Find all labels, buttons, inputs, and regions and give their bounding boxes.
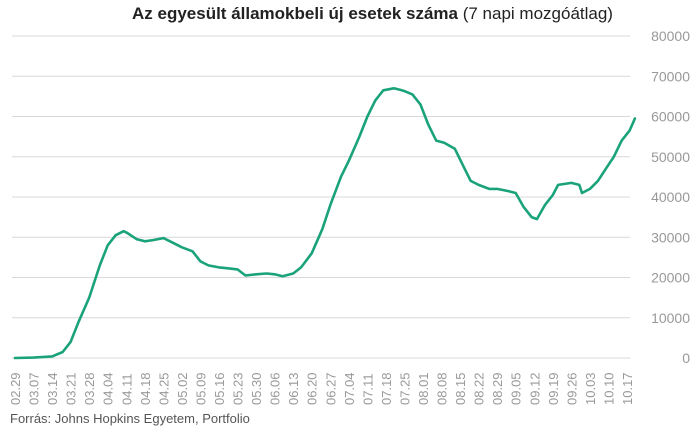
chart-title-suffix: (7 napi mozgóátlag) bbox=[462, 4, 613, 23]
source-note: Forrás: Johns Hopkins Egyetem, Portfolio bbox=[10, 411, 250, 426]
x-tick-label: 07.25 bbox=[397, 372, 412, 405]
x-tick-label: 06.13 bbox=[286, 372, 301, 405]
grid-lines bbox=[12, 35, 630, 359]
x-tick-label: 05.09 bbox=[193, 372, 208, 405]
x-tick-label: 07.11 bbox=[360, 373, 375, 405]
series-line bbox=[13, 87, 637, 360]
x-tick-label: 05.02 bbox=[175, 372, 190, 405]
x-tick-label: 04.04 bbox=[101, 372, 116, 405]
x-tick-label: 04.11 bbox=[119, 373, 134, 405]
y-tick-label: 60000 bbox=[651, 109, 690, 125]
x-tick-label: 09.12 bbox=[527, 372, 542, 405]
x-axis-ticks: 02.29 03.07 03.14 03.21 03.28 04.04 04.11 04.18… bbox=[8, 372, 635, 405]
x-tick-label: 03.21 bbox=[64, 372, 79, 405]
series-layer bbox=[13, 87, 637, 360]
x-tick-label: 05.16 bbox=[212, 372, 227, 405]
x-tick-label: 10.17 bbox=[620, 372, 635, 405]
x-tick-label: 04.18 bbox=[138, 372, 153, 405]
x-tick-label: 09.26 bbox=[564, 372, 579, 405]
x-tick-label: 10.03 bbox=[583, 372, 598, 405]
y-tick-label: 50000 bbox=[651, 149, 690, 165]
x-tick-label: 06.20 bbox=[305, 372, 320, 405]
x-tick-label: 09.05 bbox=[509, 372, 524, 405]
x-tick-label: 08.15 bbox=[453, 372, 468, 405]
x-tick-label: 06.27 bbox=[323, 372, 338, 405]
x-tick-label: 08.08 bbox=[435, 372, 450, 405]
x-tick-label: 03.07 bbox=[27, 372, 42, 405]
y-tick-label: 20000 bbox=[651, 270, 690, 286]
y-axis-ticks: 0 10000 20000 30000 40000 50000 60000 70000 8000… bbox=[651, 28, 690, 366]
x-tick-label: 09.19 bbox=[546, 372, 561, 405]
x-tick-label: 08.22 bbox=[472, 372, 487, 405]
y-tick-label: 0 bbox=[682, 350, 690, 366]
y-tick-label: 40000 bbox=[651, 189, 690, 205]
x-tick-label: 08.29 bbox=[490, 372, 505, 405]
x-tick-label: 08.01 bbox=[416, 372, 431, 405]
x-tick-label: 03.14 bbox=[45, 372, 60, 405]
y-tick-label: 70000 bbox=[651, 68, 690, 84]
chart-title: Az egyesült államokbeli új esetek száma … bbox=[0, 4, 698, 24]
y-tick-label: 30000 bbox=[651, 229, 690, 245]
x-tick-label: 07.18 bbox=[379, 372, 394, 405]
x-tick-label: 05.23 bbox=[231, 372, 246, 405]
x-tick-label: 07.04 bbox=[342, 372, 357, 405]
y-tick-label: 80000 bbox=[651, 28, 690, 44]
x-tick-label: 04.25 bbox=[156, 372, 171, 405]
x-tick-label: 03.28 bbox=[82, 372, 97, 405]
x-tick-label: 06.06 bbox=[268, 372, 283, 405]
x-tick-label: 10.10 bbox=[601, 372, 616, 405]
chart-title-main: Az egyesült államokbeli új esetek száma bbox=[132, 4, 458, 23]
x-tick-label: 02.29 bbox=[8, 372, 23, 405]
x-tick-label: 05.30 bbox=[249, 372, 264, 405]
y-tick-label: 10000 bbox=[651, 310, 690, 326]
